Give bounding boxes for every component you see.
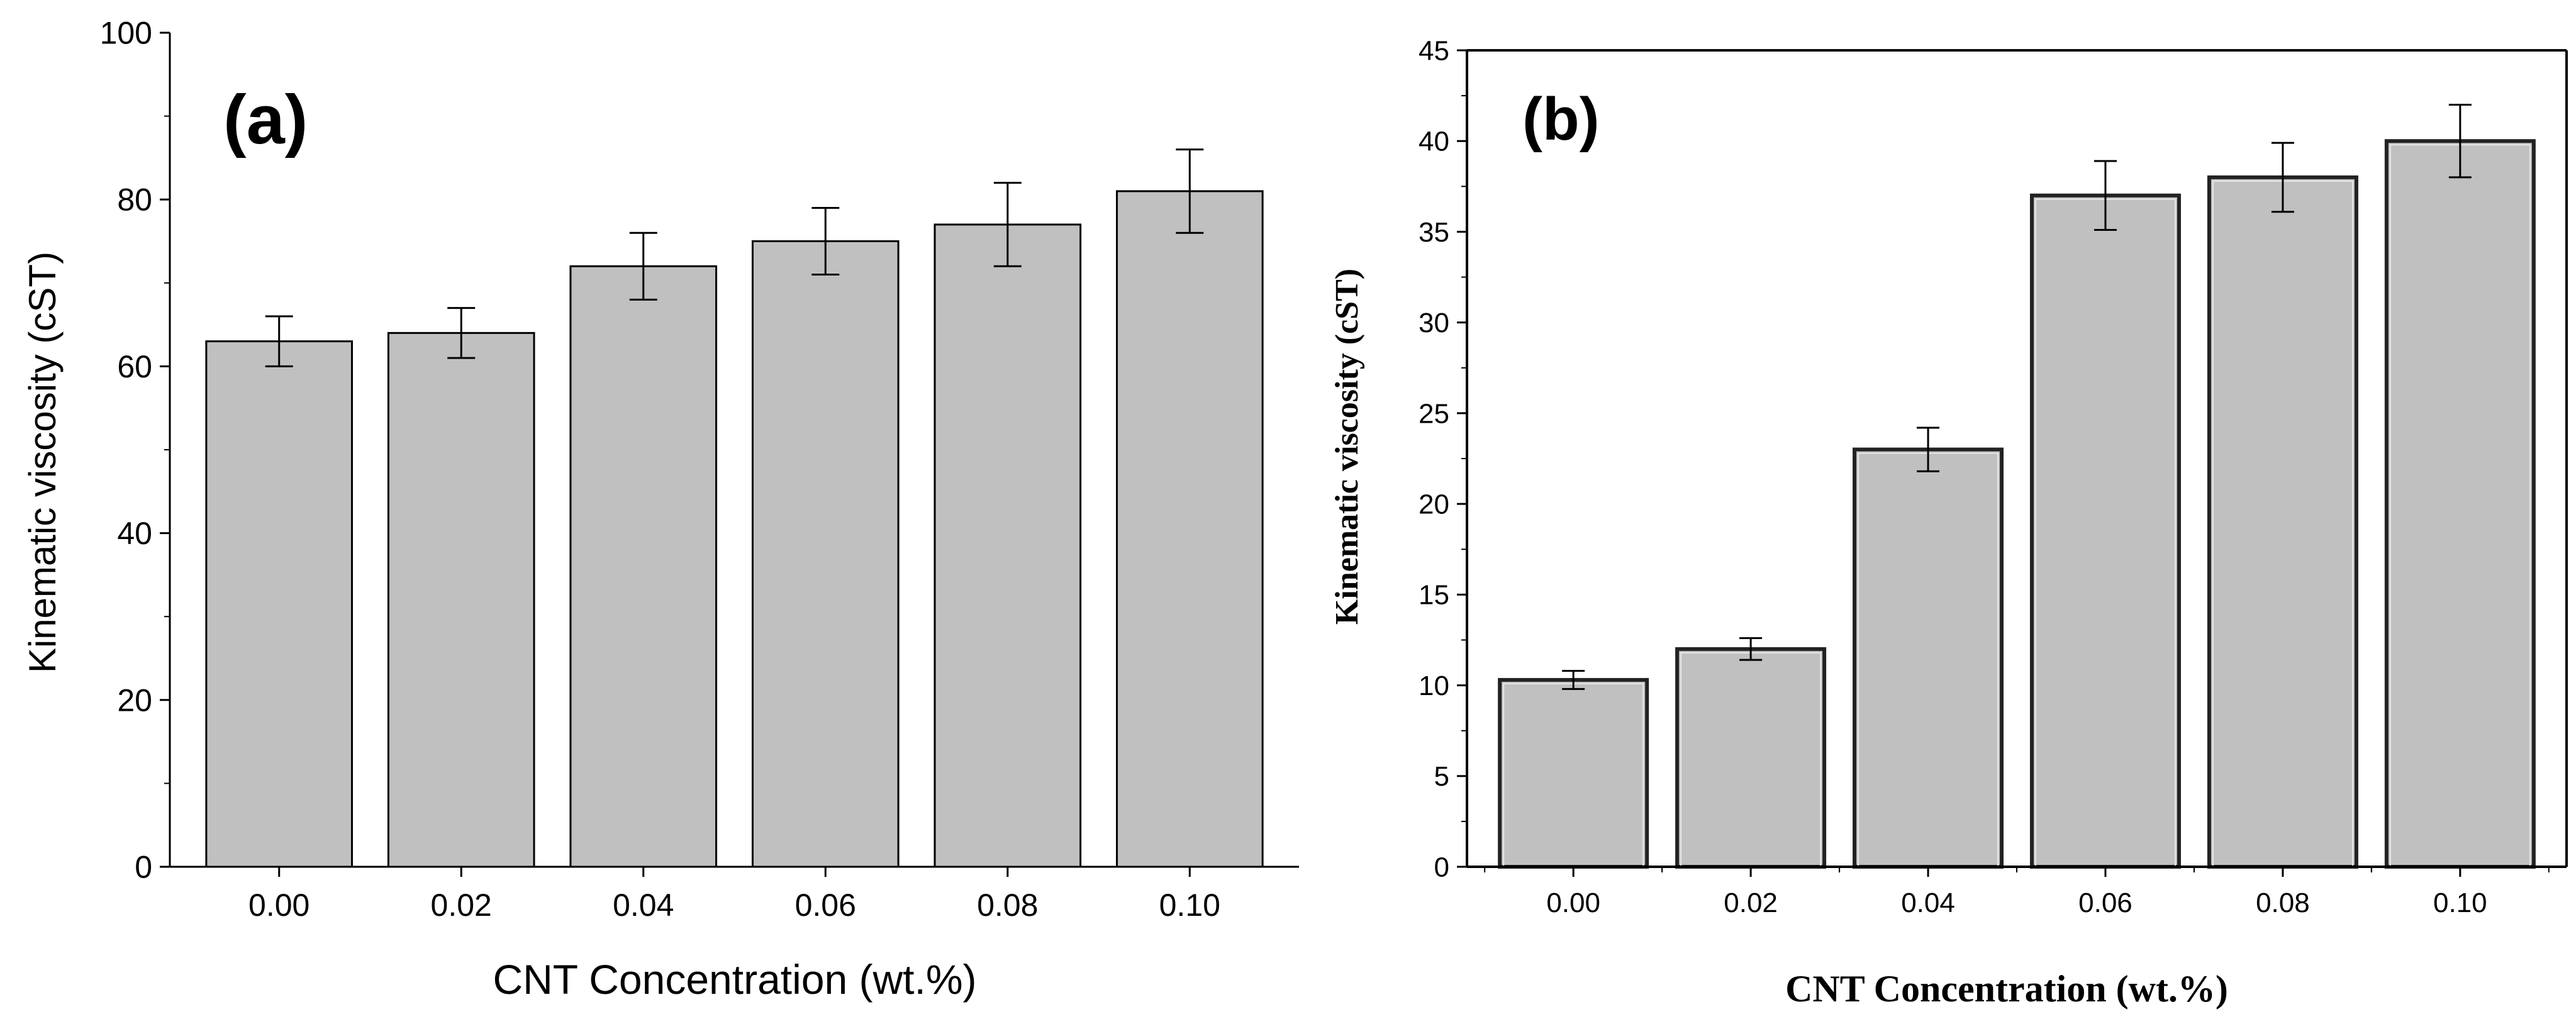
panel-a-bar-0	[205, 340, 354, 868]
panel-b-ytick-label-6: 30	[1419, 308, 1449, 338]
panel-a-errorbar-5	[1176, 148, 1204, 234]
panel-b-ytick-label-5: 25	[1419, 398, 1449, 429]
panel-a-ytick-label-5: 100	[100, 16, 152, 51]
panel-a-ytick-label-0: 0	[135, 850, 152, 885]
panel-b-bar-3	[2029, 193, 2181, 869]
panel-b-xtick-label-0: 0.00	[1546, 888, 1600, 918]
panel-b-errorbar-1	[1739, 637, 1763, 661]
panel-a-bar-5	[1115, 190, 1264, 868]
panel-b-label: (b)	[1522, 86, 1600, 153]
panel-b-ytick-label-3: 15	[1419, 580, 1449, 611]
panel-a-bar-4	[934, 223, 1082, 868]
panel-b-xlabel: CNT Concentration (wt.%)	[1785, 968, 2228, 1010]
panel-a-xtick-label-0: 0.00	[248, 888, 309, 923]
panel-b-errorbar-5	[2448, 104, 2472, 179]
panel-b-bar-2	[1853, 447, 2004, 869]
panel-a-ytick-label-2: 40	[117, 516, 152, 551]
panel-b-bar-1	[1675, 647, 1827, 869]
panel-b-bar-5	[2384, 139, 2536, 869]
panel-a-errorbar-3	[811, 206, 840, 276]
panel-a-label: (a)	[223, 81, 308, 159]
panel-a-errorbar-1	[447, 307, 476, 359]
panel-b-errorbar-2	[1917, 426, 1940, 472]
panel-a-plot: 0 20 40 60 80 100 0.00 0.02 0.04 0.06 0.08 0.10	[100, 16, 1299, 923]
panel-b-xtick-label-2: 0.04	[1901, 888, 1955, 918]
panel-b-ytick-label-2: 10	[1419, 671, 1449, 701]
panel-a-xtick-label-1: 0.02	[431, 888, 492, 923]
panel-b-ytick-label-0: 0	[1434, 852, 1449, 883]
panel-b-xtick-label-1: 0.02	[1724, 888, 1778, 918]
panel-a-errorbar-2	[629, 231, 657, 301]
panel-b-ytick-label-8: 40	[1419, 126, 1449, 157]
panel-b-bar-0	[1498, 677, 1649, 869]
panel-a-ytick-label-1: 20	[117, 682, 152, 718]
panel-b-ytick-label-4: 20	[1419, 489, 1449, 520]
panel-a-xtick-label-3: 0.06	[795, 888, 856, 923]
panel-b: (b) 0 5 10 15 20 25 30 35 40 45 0.00 0.02 0.04 0.06 0.…	[1329, 35, 2568, 1010]
panel-b-ytick-label-7: 35	[1419, 217, 1449, 248]
panel-a-bar-2	[569, 265, 718, 868]
panel-b-ytick-label-9: 45	[1419, 35, 1449, 66]
panel-a-errorbar-4	[993, 182, 1022, 267]
panel-a-ytick-label-3: 60	[117, 349, 152, 384]
panel-b-xtick-label-3: 0.06	[2078, 888, 2133, 918]
panel-a-bar-3	[751, 240, 900, 868]
panel-a-errorbar-0	[265, 315, 293, 367]
panel-b-xtick-label-4: 0.08	[2256, 888, 2310, 918]
panel-a-xtick-label-2: 0.04	[613, 888, 674, 923]
panel-b-bar-4	[2207, 175, 2358, 869]
panel-b-errorbar-4	[2271, 142, 2294, 213]
panel-a-ylabel: Kinematic viscosity (cST)	[21, 252, 64, 673]
panel-b-xtick-label-5: 0.10	[2433, 888, 2487, 918]
panel-a-bar-1	[387, 331, 535, 868]
panel-a-xtick-label-5: 0.10	[1159, 888, 1220, 923]
panel-a: (a) 0 20 40 60 80 100 0.00 0.02 0.04 0.06 0.08 0.10…	[21, 16, 1299, 1003]
panel-b-plot: 0 5 10 15 20 25 30 35 40 45 0.00 0.02 0.04 0.06 0.08 0.…	[1419, 35, 2568, 918]
panel-a-xtick-label-4: 0.08	[977, 888, 1038, 923]
panel-b-ylabel: Kinematic viscosity (cST)	[1329, 269, 1365, 625]
panel-b-ytick-label-1: 5	[1434, 761, 1449, 792]
panel-b-errorbar-3	[2094, 160, 2117, 231]
panel-a-xlabel: CNT Concentration (wt.%)	[493, 956, 976, 1003]
panel-b-errorbar-0	[1562, 669, 1585, 690]
panel-a-ytick-label-4: 80	[117, 182, 152, 218]
